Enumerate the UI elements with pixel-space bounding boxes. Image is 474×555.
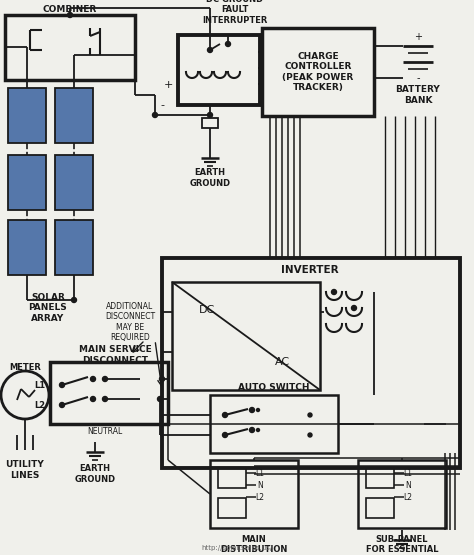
Bar — [172, 282, 320, 390]
Text: NEUTRAL: NEUTRAL — [87, 427, 123, 436]
Bar — [55, 220, 93, 275]
Circle shape — [102, 376, 108, 381]
Text: EARTH
GROUND: EARTH GROUND — [190, 168, 230, 188]
Circle shape — [249, 427, 255, 432]
Circle shape — [308, 413, 312, 417]
Circle shape — [226, 42, 230, 47]
Circle shape — [331, 290, 337, 295]
Bar — [366, 498, 394, 518]
Circle shape — [222, 412, 228, 417]
Text: BATTERY
BANK: BATTERY BANK — [396, 85, 440, 105]
Text: L2: L2 — [403, 492, 412, 502]
Text: MAIN
DISTRIBUTION
PANEL: MAIN DISTRIBUTION PANEL — [220, 535, 288, 555]
Bar — [210, 395, 338, 453]
Bar — [8, 220, 46, 275]
Text: -: - — [160, 100, 164, 110]
Text: N: N — [257, 481, 263, 490]
Circle shape — [208, 48, 212, 53]
Text: UTILITY
LINES: UTILITY LINES — [6, 460, 45, 480]
Bar — [162, 258, 460, 468]
Circle shape — [256, 408, 259, 411]
Circle shape — [91, 376, 95, 381]
Text: L1: L1 — [403, 468, 412, 477]
Text: AC: AC — [274, 357, 290, 367]
Circle shape — [72, 297, 76, 302]
Bar — [218, 498, 246, 518]
Bar — [358, 460, 446, 528]
Bar — [8, 88, 46, 143]
Text: MAIN SERVICE
DISCONNECT: MAIN SERVICE DISCONNECT — [79, 345, 151, 365]
Text: COMBINER: COMBINER — [43, 4, 97, 13]
Text: http://solar.smps.us/: http://solar.smps.us/ — [201, 545, 273, 551]
Circle shape — [308, 433, 312, 437]
Text: ADDITIONAL
DISCONNECT
MAY BE
REQUIRED: ADDITIONAL DISCONNECT MAY BE REQUIRED — [105, 302, 155, 342]
Bar — [262, 28, 374, 116]
Text: SOLAR
PANELS
ARRAY: SOLAR PANELS ARRAY — [28, 293, 67, 323]
Circle shape — [208, 113, 212, 118]
Circle shape — [67, 13, 73, 18]
Circle shape — [91, 396, 95, 401]
Text: DC: DC — [199, 305, 215, 315]
Circle shape — [153, 113, 157, 118]
Bar — [5, 15, 135, 80]
Text: L2: L2 — [35, 401, 46, 410]
Text: L1: L1 — [255, 468, 264, 477]
Circle shape — [249, 407, 255, 412]
Text: METER: METER — [9, 362, 41, 371]
Circle shape — [159, 376, 164, 381]
Bar — [202, 118, 218, 128]
Circle shape — [157, 396, 163, 401]
Bar — [366, 468, 394, 488]
Text: N: N — [405, 481, 411, 490]
Circle shape — [222, 432, 228, 437]
Circle shape — [60, 382, 64, 387]
Text: INVERTER: INVERTER — [281, 265, 339, 275]
Text: AUTO SWITCH: AUTO SWITCH — [238, 384, 310, 392]
Circle shape — [352, 305, 356, 310]
Text: L1: L1 — [35, 381, 46, 390]
Text: CHARGE
CONTROLLER
(PEAK POWER
TRACKER): CHARGE CONTROLLER (PEAK POWER TRACKER) — [283, 52, 354, 92]
Bar — [218, 468, 246, 488]
Text: +: + — [164, 80, 173, 90]
Circle shape — [60, 402, 64, 407]
Text: EARTH
GROUND: EARTH GROUND — [74, 465, 116, 484]
Text: DC GROUND
FAULT
INTERRUPTER: DC GROUND FAULT INTERRUPTER — [202, 0, 268, 25]
Bar — [178, 35, 260, 105]
Circle shape — [256, 428, 259, 431]
Text: SUB-PANEL
FOR ESSENTIAL
CIRCUITS: SUB-PANEL FOR ESSENTIAL CIRCUITS — [366, 535, 438, 555]
Bar — [210, 460, 298, 528]
Bar — [50, 362, 168, 424]
Bar — [55, 155, 93, 210]
Text: -: - — [416, 73, 420, 83]
Text: +: + — [414, 32, 422, 42]
Bar — [55, 88, 93, 143]
Circle shape — [102, 396, 108, 401]
Bar — [8, 155, 46, 210]
Text: L2: L2 — [255, 492, 264, 502]
